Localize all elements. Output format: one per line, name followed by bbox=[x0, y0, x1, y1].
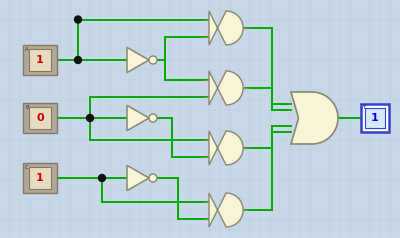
Polygon shape bbox=[291, 92, 338, 144]
Bar bbox=[23, 45, 57, 75]
Text: A: A bbox=[25, 47, 29, 52]
Polygon shape bbox=[209, 193, 243, 227]
Polygon shape bbox=[127, 165, 149, 191]
Circle shape bbox=[74, 56, 82, 64]
Polygon shape bbox=[127, 105, 149, 131]
Polygon shape bbox=[209, 71, 243, 105]
Polygon shape bbox=[127, 47, 149, 73]
Text: B: B bbox=[25, 105, 29, 110]
Circle shape bbox=[74, 16, 82, 23]
Bar bbox=[29, 107, 51, 129]
Circle shape bbox=[98, 174, 106, 182]
Polygon shape bbox=[209, 131, 243, 165]
Circle shape bbox=[149, 114, 157, 122]
Bar bbox=[29, 167, 51, 189]
Text: 0: 0 bbox=[36, 113, 44, 123]
Bar bbox=[361, 104, 389, 132]
Circle shape bbox=[86, 114, 94, 122]
Polygon shape bbox=[209, 11, 243, 45]
Text: 1: 1 bbox=[371, 113, 379, 123]
Bar bbox=[365, 108, 385, 128]
Text: 1: 1 bbox=[36, 173, 44, 183]
Circle shape bbox=[149, 56, 157, 64]
Circle shape bbox=[149, 174, 157, 182]
Bar bbox=[29, 49, 51, 71]
Text: C: C bbox=[25, 165, 29, 170]
Bar bbox=[23, 103, 57, 133]
Bar bbox=[23, 163, 57, 193]
Text: Y: Y bbox=[362, 105, 365, 110]
Text: 1: 1 bbox=[36, 55, 44, 65]
